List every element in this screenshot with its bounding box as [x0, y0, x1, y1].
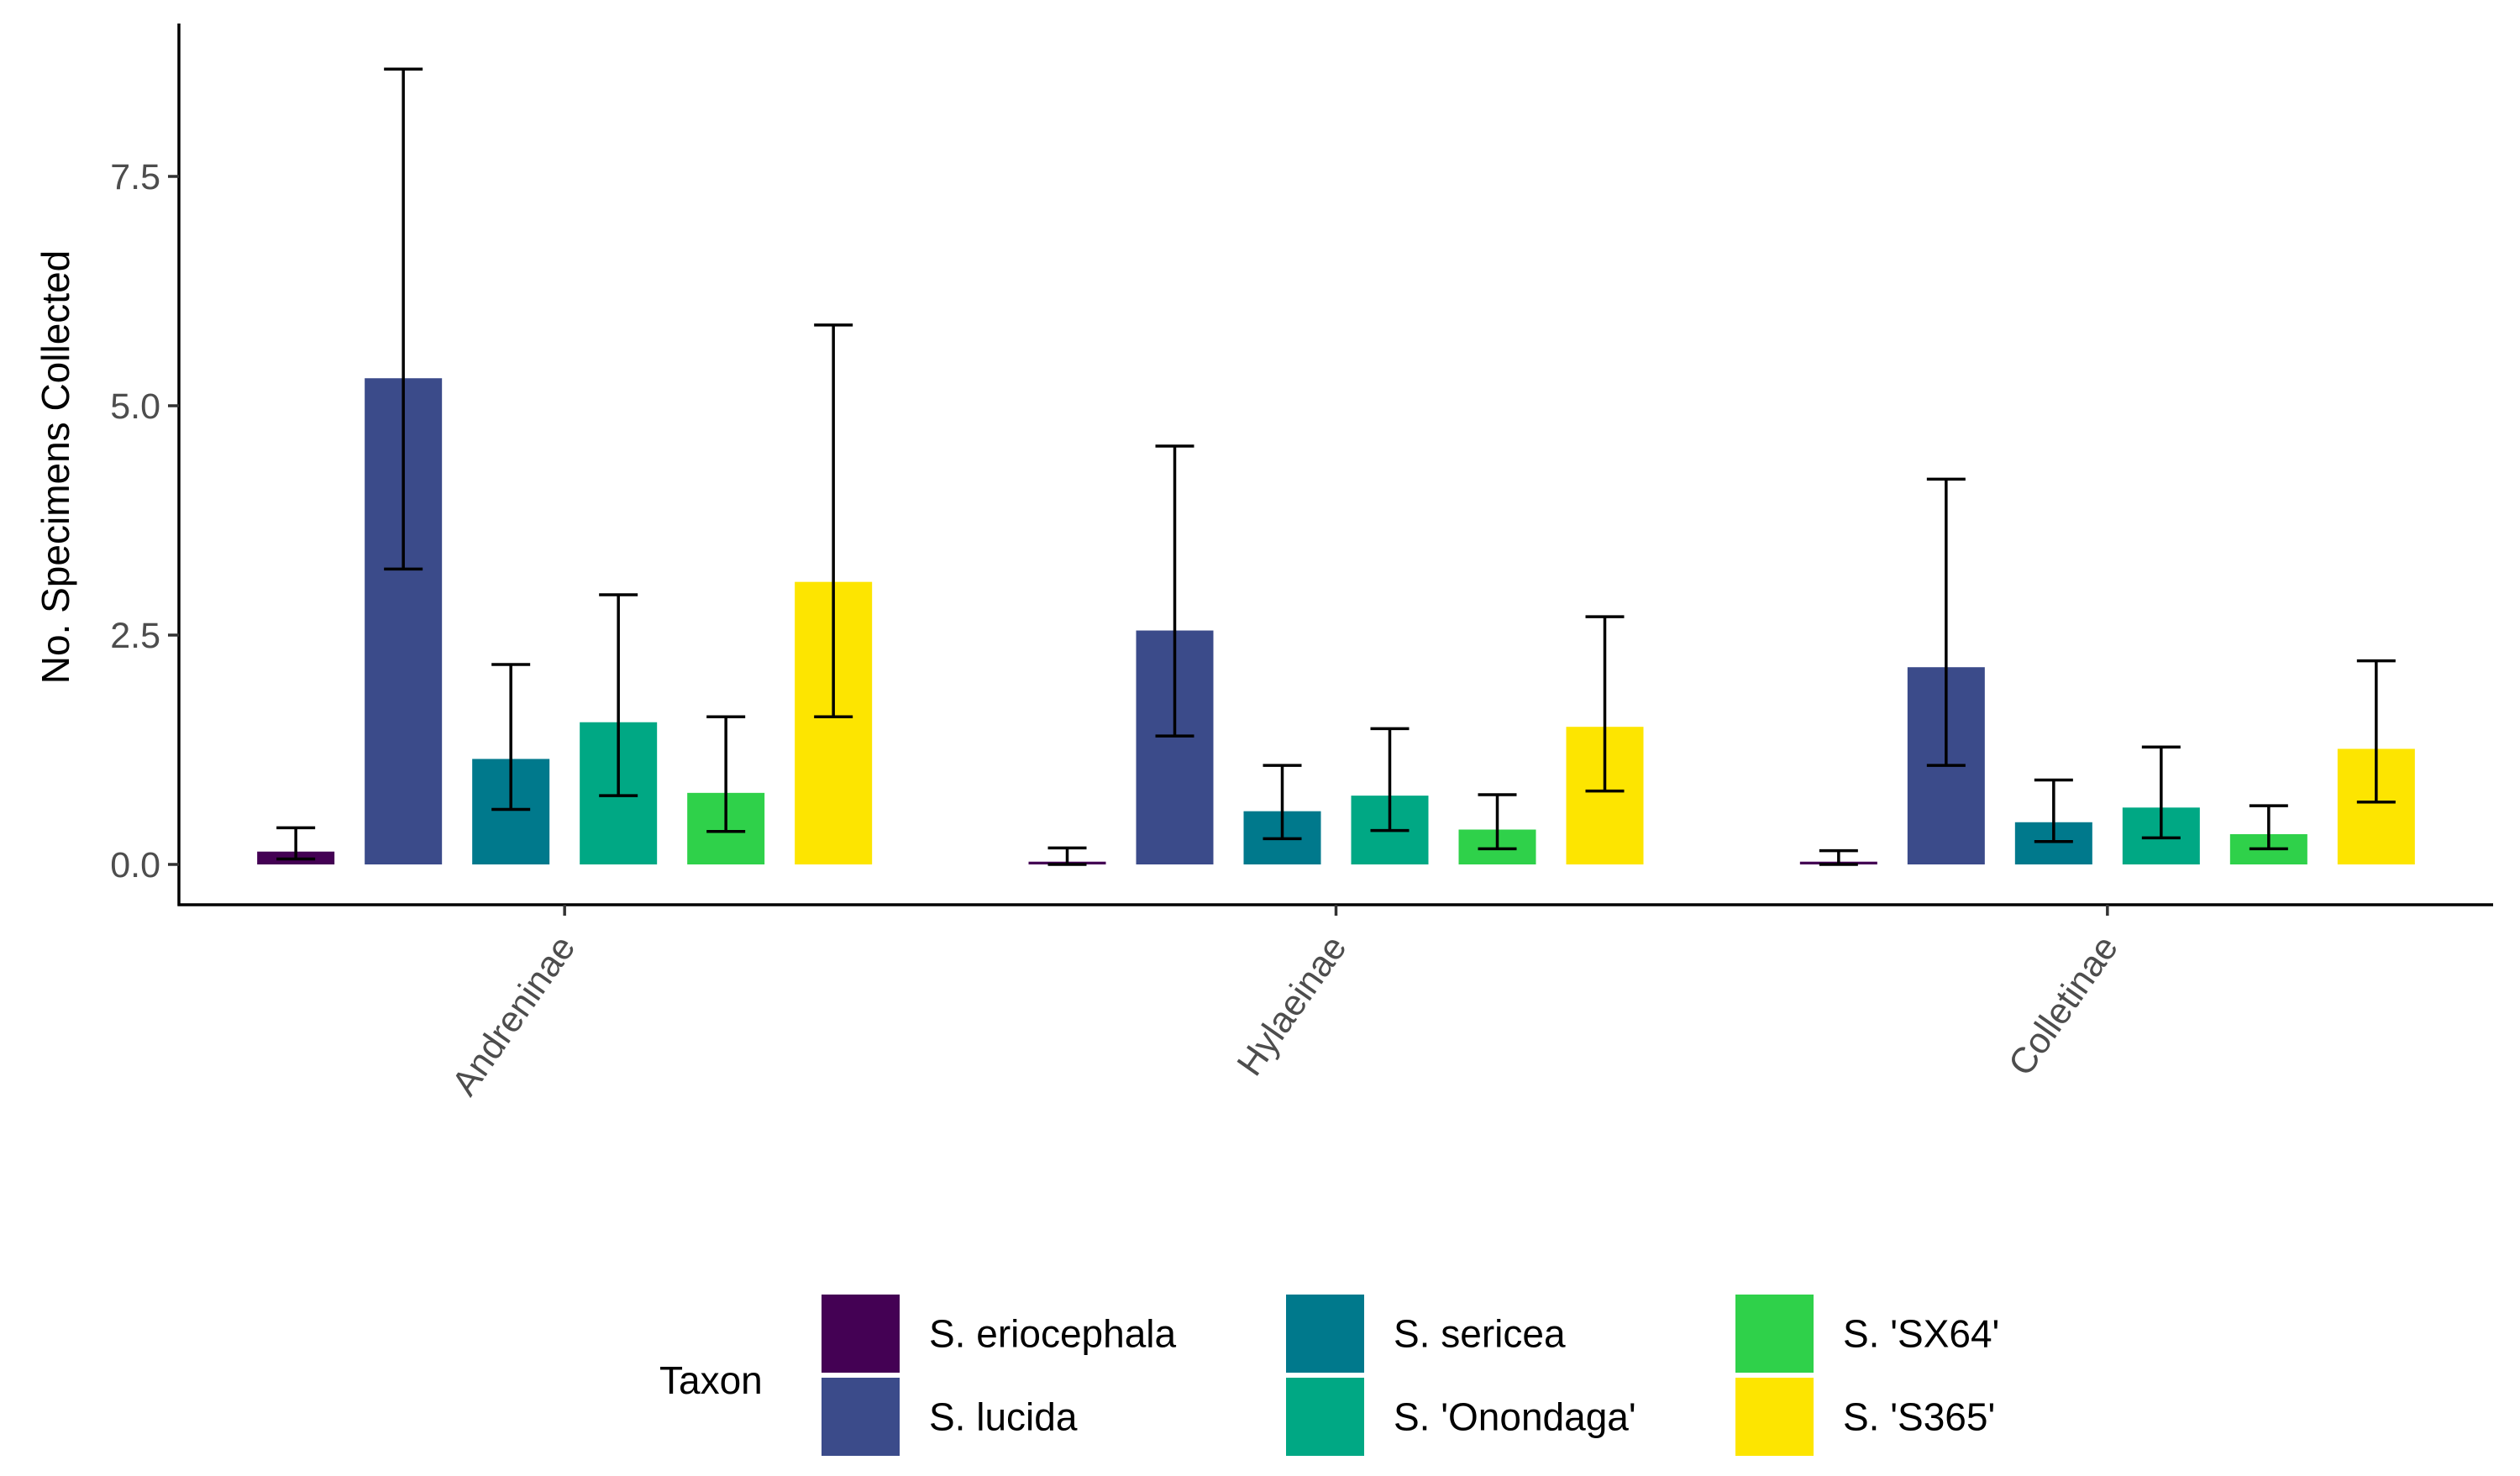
legend-key-3 [1286, 1378, 1364, 1456]
error-bar-1-2 [1926, 477, 1966, 767]
y-axis-title: No. Specimens Collected [34, 250, 77, 684]
error-bar-0-0 [276, 826, 316, 861]
legend-title: Taxon [659, 1358, 763, 1402]
legend-label-5: S. 'S365' [1843, 1395, 1995, 1439]
error-bar-5-0 [814, 323, 853, 718]
error-bar-3-0 [599, 593, 638, 797]
y-tick-label-0: 0.0 [110, 845, 160, 885]
legend-label-3: S. 'Onondaga' [1394, 1395, 1636, 1439]
legend-key-2 [1286, 1295, 1364, 1373]
legend-item-0: S. eriocephala [822, 1295, 1176, 1373]
y-tick-label-2: 5.0 [110, 386, 160, 427]
y-ticks-layer: 0.0 2.5 5.0 7.5 [110, 157, 179, 885]
y-tick-label-3: 7.5 [110, 157, 160, 197]
legend-label-0: S. eriocephala [929, 1312, 1176, 1356]
y-tick-label-1: 2.5 [110, 616, 160, 656]
error-bar-1-0 [384, 67, 423, 571]
error-bar-2-0 [491, 663, 531, 812]
legend-key-4 [1735, 1295, 1814, 1373]
error-bar-5-1 [1585, 615, 1625, 793]
error-bar-3-2 [2141, 745, 2181, 840]
legend-item-5: S. 'S365' [1735, 1378, 1995, 1456]
legend-label-2: S. sericea [1394, 1312, 1566, 1356]
legend-item-1: S. lucida [822, 1378, 1078, 1456]
legend-item-2: S. sericea [1286, 1295, 1566, 1373]
error-bar-1-1 [1155, 444, 1194, 738]
legend-label-4: S. 'SX64' [1843, 1312, 1999, 1356]
error-bar-2-1 [1263, 764, 1302, 841]
legend-item-3: S. 'Onondaga' [1286, 1378, 1636, 1456]
legend-item-4: S. 'SX64' [1735, 1295, 1999, 1373]
error-bar-5-2 [2356, 659, 2396, 804]
error-bar-4-1 [1478, 793, 1517, 851]
error-bar-4-0 [706, 715, 746, 833]
legend-key-0 [822, 1295, 900, 1373]
error-bar-2-2 [2034, 778, 2073, 843]
error-bar-0-1 [1047, 846, 1087, 866]
error-bars-layer [276, 67, 2396, 866]
legend: Taxon S. eriocephala S. lucida S. sericea S.… [659, 1295, 1999, 1456]
legend-key-5 [1735, 1378, 1814, 1456]
error-bar-0-2 [1819, 848, 1858, 866]
legend-key-1 [822, 1378, 900, 1456]
legend-label-1: S. lucida [929, 1395, 1078, 1439]
error-bar-4-2 [2249, 804, 2288, 851]
error-bar-3-1 [1370, 727, 1410, 833]
